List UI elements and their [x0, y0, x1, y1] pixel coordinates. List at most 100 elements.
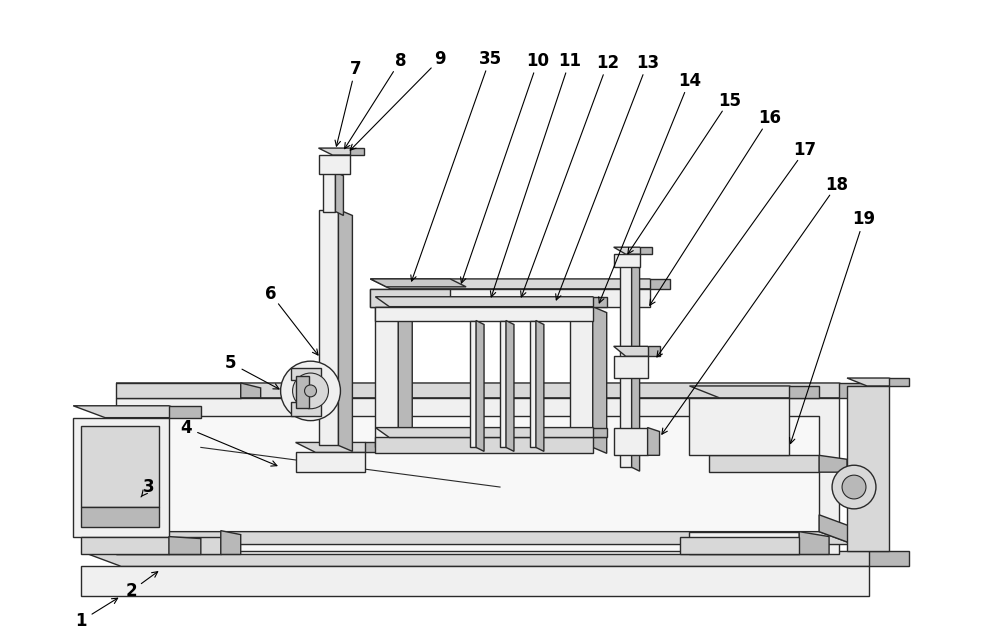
Text: 7: 7: [350, 60, 361, 78]
Text: 4: 4: [180, 418, 192, 437]
Polygon shape: [593, 427, 607, 437]
Circle shape: [305, 385, 317, 397]
Polygon shape: [241, 383, 261, 398]
Text: 15: 15: [718, 92, 741, 110]
Polygon shape: [291, 402, 320, 416]
Polygon shape: [398, 306, 412, 453]
Polygon shape: [889, 378, 909, 386]
Text: 14: 14: [678, 72, 701, 90]
Polygon shape: [689, 386, 819, 398]
Polygon shape: [680, 537, 799, 555]
Polygon shape: [335, 172, 343, 215]
Polygon shape: [620, 264, 632, 467]
Polygon shape: [536, 320, 544, 451]
Polygon shape: [709, 455, 819, 472]
Polygon shape: [570, 306, 593, 448]
Polygon shape: [81, 567, 869, 596]
Polygon shape: [614, 254, 640, 267]
Text: 3: 3: [143, 478, 155, 496]
Polygon shape: [319, 155, 350, 174]
Text: 8: 8: [395, 52, 406, 70]
Polygon shape: [614, 427, 648, 455]
Text: 2: 2: [125, 582, 137, 600]
Polygon shape: [530, 320, 536, 448]
Polygon shape: [350, 148, 364, 155]
Polygon shape: [375, 437, 593, 453]
Polygon shape: [81, 537, 169, 555]
Polygon shape: [156, 416, 819, 551]
Polygon shape: [614, 346, 660, 356]
Text: 9: 9: [434, 50, 446, 68]
Polygon shape: [689, 398, 789, 455]
Text: 1: 1: [75, 612, 87, 630]
Polygon shape: [593, 306, 607, 453]
Polygon shape: [169, 406, 201, 418]
Polygon shape: [73, 406, 201, 418]
Polygon shape: [116, 537, 221, 555]
Polygon shape: [847, 386, 889, 551]
Text: 19: 19: [852, 210, 876, 229]
Polygon shape: [116, 398, 839, 555]
Text: 18: 18: [826, 176, 849, 194]
Text: 35: 35: [478, 50, 502, 68]
Polygon shape: [365, 442, 385, 453]
Polygon shape: [789, 386, 819, 398]
Polygon shape: [506, 320, 514, 451]
Text: 16: 16: [758, 110, 781, 127]
Polygon shape: [375, 297, 607, 306]
Polygon shape: [370, 289, 650, 306]
Polygon shape: [116, 383, 241, 398]
Polygon shape: [593, 297, 607, 306]
Polygon shape: [470, 320, 476, 448]
Polygon shape: [338, 210, 352, 451]
Polygon shape: [819, 455, 847, 472]
Circle shape: [281, 361, 340, 421]
Text: 17: 17: [794, 141, 817, 159]
Polygon shape: [839, 383, 879, 398]
Polygon shape: [319, 148, 364, 155]
Circle shape: [832, 465, 876, 509]
Polygon shape: [648, 427, 660, 455]
Polygon shape: [221, 530, 241, 555]
Polygon shape: [296, 376, 309, 408]
Polygon shape: [81, 507, 159, 527]
Text: 12: 12: [596, 54, 619, 72]
Polygon shape: [81, 551, 909, 567]
Polygon shape: [375, 427, 607, 437]
Circle shape: [293, 373, 328, 409]
Polygon shape: [500, 320, 506, 448]
Polygon shape: [323, 172, 335, 211]
Polygon shape: [375, 306, 398, 448]
Polygon shape: [370, 289, 450, 306]
Polygon shape: [648, 346, 660, 356]
Polygon shape: [291, 368, 320, 380]
Text: 10: 10: [526, 52, 549, 70]
Polygon shape: [73, 418, 169, 537]
Polygon shape: [169, 537, 201, 555]
Text: 5: 5: [225, 354, 237, 372]
Polygon shape: [476, 320, 484, 451]
Polygon shape: [370, 279, 670, 289]
Polygon shape: [847, 378, 909, 386]
Text: 11: 11: [558, 52, 581, 70]
Polygon shape: [614, 356, 648, 378]
Polygon shape: [375, 306, 593, 320]
Polygon shape: [370, 279, 466, 287]
Polygon shape: [819, 515, 854, 544]
Polygon shape: [614, 248, 652, 254]
Polygon shape: [296, 453, 365, 472]
Circle shape: [842, 475, 866, 499]
Polygon shape: [296, 442, 385, 453]
Polygon shape: [650, 279, 670, 289]
Polygon shape: [319, 210, 338, 446]
Polygon shape: [689, 532, 799, 555]
Polygon shape: [116, 383, 879, 398]
Polygon shape: [640, 248, 652, 254]
Polygon shape: [81, 425, 159, 507]
Polygon shape: [632, 264, 640, 471]
Polygon shape: [156, 532, 854, 544]
Text: 13: 13: [636, 54, 659, 72]
Polygon shape: [799, 532, 829, 555]
Text: 6: 6: [265, 285, 276, 303]
Polygon shape: [869, 551, 909, 567]
